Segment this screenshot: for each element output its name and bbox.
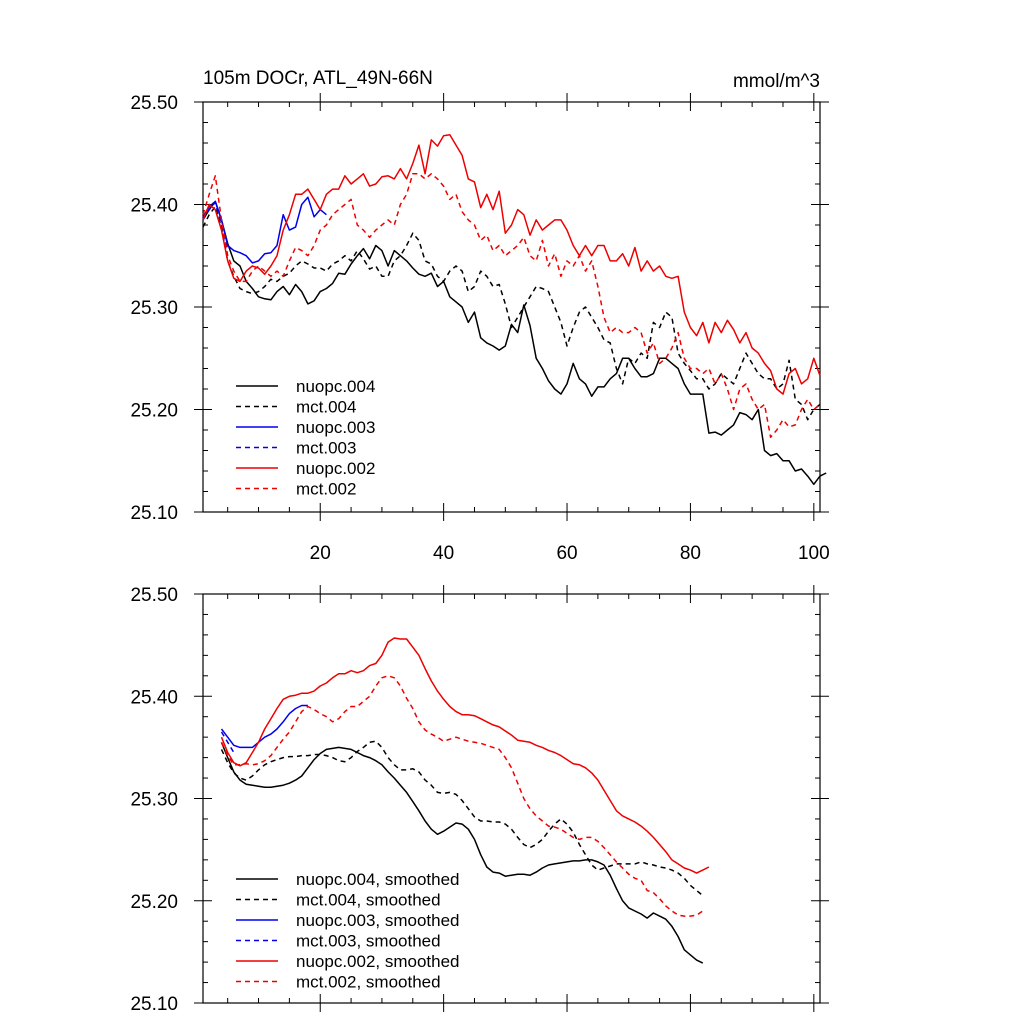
legend-label: mct.003, smoothed	[296, 932, 441, 951]
series-line-nuopc-004	[202, 200, 827, 486]
top-panel: 105m DOCr, ATL_49N-66N mmol/m^3 20 40 60 80…	[130, 68, 829, 564]
legend-label: mct.004	[296, 398, 356, 417]
x-tick-label: 60	[556, 543, 577, 564]
y-tick-label: 25.50	[130, 93, 178, 114]
series-line-nuopc-003-smoothed	[220, 704, 308, 749]
chart-title: 105m DOCr, ATL_49N-66N	[203, 68, 433, 89]
legend-label: nuopc.004, smoothed	[296, 870, 460, 889]
y-tick-label: 25.20	[130, 401, 178, 422]
y-tick-label: 25.10	[130, 994, 178, 1015]
legend-label: mct.004, smoothed	[296, 891, 441, 910]
y-tick-label: 25.40	[130, 687, 178, 708]
series-line-nuopc-002-smoothed	[220, 637, 710, 874]
units-label: mmol/m^3	[733, 71, 820, 92]
y-tick-label: 25.20	[130, 892, 178, 913]
legend-label: nuopc.002, smoothed	[296, 952, 460, 971]
series-line-mct-003-smoothed	[220, 731, 235, 753]
y-tick-label: 25.30	[130, 298, 178, 319]
series-line-mct-003	[202, 201, 229, 251]
y-tick-label: 25.40	[130, 196, 178, 217]
series-line-nuopc-004-smoothed	[220, 742, 704, 964]
legend-label: mct.002	[296, 480, 356, 499]
legend-label: mct.002, smoothed	[296, 973, 441, 992]
y-tick-label: 25.30	[130, 790, 178, 811]
series-line-mct-004-smoothed	[220, 740, 704, 897]
legend-label: nuopc.004	[296, 377, 375, 396]
x-tick-label: 100	[798, 543, 830, 564]
x-tick-label: 80	[680, 543, 701, 564]
series-line-mct-004	[202, 205, 821, 421]
legend-label: nuopc.003	[296, 418, 375, 437]
y-tick-label: 25.10	[130, 503, 178, 524]
series-line-nuopc-002	[202, 134, 821, 395]
legend-label: mct.003	[296, 439, 356, 458]
legend-label: nuopc.002	[296, 459, 375, 478]
legend-label: nuopc.003, smoothed	[296, 911, 460, 930]
x-tick-label: 40	[433, 543, 454, 564]
y-tick-label: 25.50	[130, 585, 178, 606]
bottom-panel: 25.10 25.20 25.30 25.40 25.50 nuopc.004, smoo…	[130, 585, 829, 1015]
series-line-mct-002	[202, 173, 821, 438]
x-tick-label: 20	[310, 543, 331, 564]
series-line-mct-002-smoothed	[220, 675, 704, 917]
